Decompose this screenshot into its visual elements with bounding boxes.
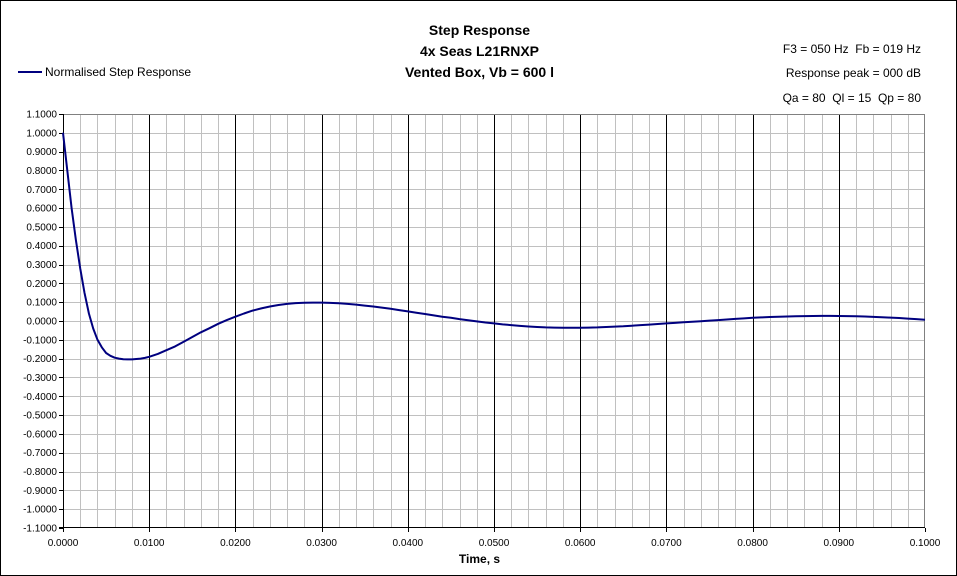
y-tick-label: 0.5000 [26, 222, 57, 233]
x-axis-label: Time, s [458, 552, 501, 566]
y-tick-label: 1.1000 [26, 110, 57, 121]
legend-line-swatch [18, 71, 42, 73]
y-tick-label: 1.0000 [26, 128, 57, 139]
info-text-q-values: Qa = 80 Ql = 15 Qp = 80 [782, 91, 921, 105]
y-tick-label: 0.0000 [26, 317, 57, 328]
y-tick-label: 0.1000 [26, 298, 57, 309]
y-tick-label: 0.4000 [26, 241, 57, 252]
x-tick-label: 0.0600 [565, 538, 596, 549]
x-tick-label: 0.0500 [479, 538, 510, 549]
y-tick-label: -0.3000 [23, 373, 57, 384]
y-tick-label: -1.1000 [23, 524, 57, 535]
x-tick-label: 0.0700 [651, 538, 682, 549]
chart-title-line-1: Step Response [428, 22, 531, 38]
y-tick-label: 0.2000 [26, 279, 57, 290]
y-tick-label: 0.8000 [26, 166, 57, 177]
y-tick-label: -0.9000 [23, 486, 57, 497]
x-tick-label: 0.0800 [737, 538, 768, 549]
chart-title-line-3: Vented Box, Vb = 600 l [404, 64, 554, 80]
y-tick-label: 0.6000 [26, 204, 57, 215]
y-tick-label: -1.0000 [23, 505, 57, 516]
legend-entry-label: Normalised Step Response [45, 65, 192, 79]
x-tick-label: 0.0400 [393, 538, 424, 549]
y-tick-label: 0.9000 [26, 147, 57, 158]
info-text-response-peak: Response peak = 000 dB [785, 66, 921, 80]
x-tick-label: 0.0200 [220, 538, 251, 549]
x-tick-label: 0.0100 [134, 538, 165, 549]
series-line-normalised-step-response [62, 132, 926, 361]
y-tick-label: -0.6000 [23, 429, 57, 440]
y-tick-label: -0.7000 [23, 448, 57, 459]
info-text-frequencies: F3 = 050 Hz Fb = 019 Hz [782, 42, 921, 56]
y-tick-label: -0.5000 [23, 411, 57, 422]
x-tick-label: 0.1000 [910, 538, 941, 549]
x-tick-label: 0.0300 [306, 538, 337, 549]
y-tick-label: 0.7000 [26, 185, 57, 196]
chart-legend: Normalised Step Response [18, 65, 191, 79]
x-tick-label: 0.0900 [824, 538, 855, 549]
y-tick-label: -0.2000 [23, 354, 57, 365]
y-tick-label: 0.3000 [26, 260, 57, 271]
y-tick-label: -0.8000 [23, 467, 57, 478]
x-tick-label: 0.0000 [48, 538, 79, 549]
chart-title-line-2: 4x Seas L21RNXP [419, 43, 540, 59]
y-tick-label: -0.4000 [23, 392, 57, 403]
y-tick-label: -0.1000 [23, 335, 57, 346]
